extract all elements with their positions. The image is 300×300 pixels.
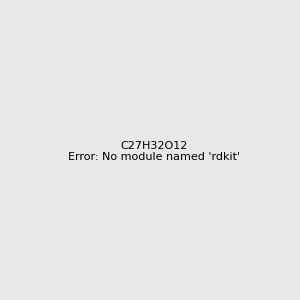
Text: C27H32O12
Error: No module named 'rdkit': C27H32O12 Error: No module named 'rdkit' bbox=[68, 141, 240, 162]
